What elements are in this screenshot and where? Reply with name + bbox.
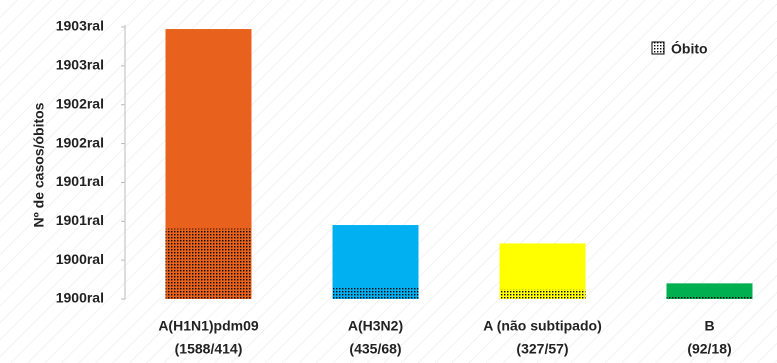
x-tick-note: (92/18)	[687, 341, 731, 357]
death-bar	[332, 287, 419, 299]
legend-swatch	[651, 41, 665, 55]
death-bar	[165, 228, 252, 299]
y-tick-label: 1901ral	[56, 212, 104, 228]
x-tick-label: A(H1N1)pdm09	[158, 318, 259, 334]
y-tick-label: 1903ral	[56, 18, 104, 34]
x-tick-label: A(H3N2)	[348, 318, 403, 334]
bar	[666, 283, 753, 299]
y-axis-title: Nº de casos/óbitos	[31, 102, 47, 227]
x-tick-label: A (não subtipado)	[483, 318, 601, 334]
bar	[332, 225, 419, 299]
y-tick-label: 1900ral	[56, 251, 104, 267]
y-tick-label: 1903ral	[56, 57, 104, 73]
x-tick-label: B	[704, 318, 714, 334]
x-tick-note: (1588/414)	[175, 341, 243, 357]
y-tick-label: 1902ral	[56, 134, 104, 150]
death-bar	[666, 295, 753, 299]
x-tick-note: (327/57)	[516, 341, 568, 357]
y-tick-label: 1901ral	[56, 173, 104, 189]
y-tick-label: 1900ral	[56, 290, 104, 306]
x-tick-note: (435/68)	[349, 341, 401, 357]
legend-label: Óbito	[671, 40, 708, 57]
y-tick-label: 1902ral	[56, 95, 104, 111]
death-bar	[499, 289, 586, 299]
